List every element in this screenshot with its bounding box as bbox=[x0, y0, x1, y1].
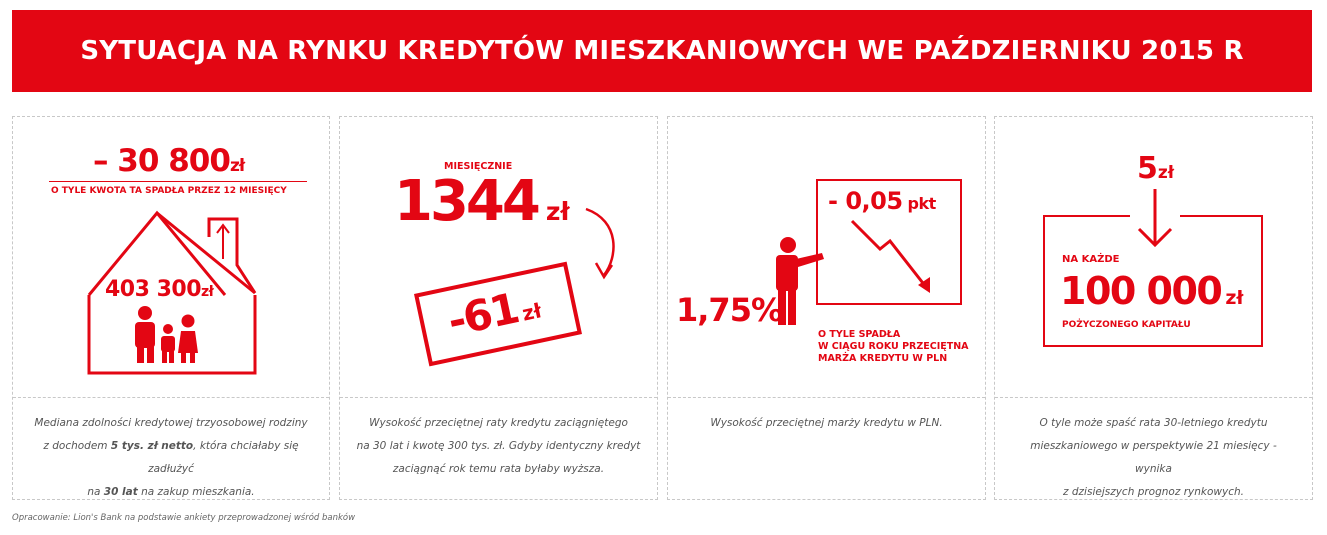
caption-line: Wysokość przeciętnej raty kredytu zaciąg… bbox=[369, 417, 628, 429]
house-unit: zł bbox=[201, 284, 214, 300]
panel-divider bbox=[340, 397, 657, 398]
top-value: 5zł bbox=[1137, 151, 1174, 186]
panel-caption: Wysokość przeciętnej raty kredytu zaciąg… bbox=[356, 412, 641, 481]
caption-text: z dochodem bbox=[43, 440, 111, 452]
arrow-down-icon bbox=[1130, 189, 1180, 248]
caption-line: Wysokość przeciętnej marży kredytu w PLN… bbox=[710, 417, 943, 429]
panel-caption: Wysokość przeciętnej marży kredytu w PLN… bbox=[684, 412, 969, 435]
panel-borrowing-capacity: – 30 800zł O TYLE KWOTA TA SPADŁA PRZEZ … bbox=[12, 116, 330, 500]
decrease-underline bbox=[49, 181, 307, 182]
panel-divider bbox=[995, 397, 1312, 398]
installment-number: 1344 bbox=[394, 169, 541, 234]
panel-divider bbox=[13, 397, 329, 398]
panel-installment: MIESIĘCZNIE 1344 zł -61zł Wysokość przeci… bbox=[339, 116, 658, 500]
caption-line: na 30 lat i kwotę 300 tys. zł. Gdyby ide… bbox=[356, 440, 641, 452]
trend-down-icon bbox=[776, 219, 930, 325]
panel-caption: O tyle może spaść rata 30-letniego kredy… bbox=[1011, 412, 1296, 504]
source-footnote: Opracowanie: Lion's Bank na podstawie an… bbox=[12, 513, 356, 523]
stamp-unit: zł bbox=[519, 298, 544, 326]
decrease-value: – 30 800zł bbox=[93, 143, 245, 179]
page-title: SYTUACJA NA RYNKU KREDYTÓW MIESZKANIOWYC… bbox=[80, 36, 1244, 66]
house-icon bbox=[87, 210, 257, 375]
decrease-number: – 30 800 bbox=[93, 143, 231, 179]
presenter-icon bbox=[776, 237, 824, 325]
board-value: - 0,05 pkt bbox=[828, 187, 936, 215]
family-icon bbox=[135, 306, 198, 363]
caption-text: na zakup mieszkania. bbox=[137, 486, 255, 498]
stamp-number: -61 bbox=[443, 283, 523, 346]
caption-line: zaciągnąć rok temu rata byłaby wyższa. bbox=[392, 463, 605, 475]
caption-line: z dzisiejszych prognoz rynkowych. bbox=[1063, 486, 1244, 498]
caption-text: na bbox=[87, 486, 104, 498]
top-unit: zł bbox=[1157, 163, 1175, 183]
margin-value: 1,75% bbox=[676, 291, 783, 329]
margin-label: O TYLE SPADŁA W CIĄGU ROKU PRZECIĘTNA MA… bbox=[818, 329, 969, 365]
panel-margin: - 0,05 pkt 1,75% O TYLE SPADŁA W CIĄGU RO… bbox=[667, 116, 986, 500]
margin-label-line: MARŻA KREDYTU W PLN bbox=[818, 353, 948, 364]
capital-sublabel: POŻYCZONEGO KAPITAŁU bbox=[1062, 320, 1191, 330]
caption-line: mieszkaniowego w perspektywie 21 miesięc… bbox=[1030, 440, 1277, 475]
arrow-up-icon bbox=[216, 223, 230, 259]
house-number: 403 300 bbox=[105, 277, 202, 302]
caption-emphasis: 5 tys. zł netto bbox=[110, 440, 194, 452]
margin-label-line: W CIĄGU ROKU PRZECIĘTNA bbox=[818, 341, 969, 352]
top-number: 5 bbox=[1137, 151, 1158, 186]
house-value: 403 300zł bbox=[105, 277, 214, 302]
panel-divider bbox=[668, 397, 985, 398]
caption-emphasis: 30 lat bbox=[103, 486, 138, 498]
stamp-value: -61zł bbox=[443, 279, 544, 346]
board-unit: pkt bbox=[907, 194, 937, 213]
capital-number: 100 000 bbox=[1060, 269, 1223, 313]
presentation-board bbox=[816, 179, 962, 305]
curved-arrow-icon bbox=[585, 207, 615, 280]
per-label: NA KAŻDE bbox=[1062, 254, 1120, 265]
monthly-label: MIESIĘCZNIE bbox=[444, 161, 513, 172]
board-number: - 0,05 bbox=[828, 187, 903, 215]
caption-text: , która chciałaby się zadłużyć bbox=[148, 440, 299, 475]
panel-forecast: 5zł NA KAŻDE 100 000 zł POŻYCZONEGO KAPIT… bbox=[994, 116, 1313, 500]
caption-line: Mediana zdolności kredytowej trzyosobowe… bbox=[34, 417, 308, 429]
decrease-subtitle: O TYLE KWOTA TA SPADŁA PRZEZ 12 MIESIĘCY bbox=[51, 186, 287, 196]
title-banner: SYTUACJA NA RYNKU KREDYTÓW MIESZKANIOWYC… bbox=[12, 10, 1312, 92]
decrease-unit: zł bbox=[229, 156, 245, 176]
caption-line: O tyle może spaść rata 30-letniego kredy… bbox=[1039, 417, 1268, 429]
capital-value: 100 000 zł bbox=[1060, 269, 1243, 313]
capital-unit: zł bbox=[1225, 287, 1244, 309]
panel-caption: Mediana zdolności kredytowej trzyosobowe… bbox=[29, 412, 313, 504]
installment-unit: zł bbox=[545, 197, 570, 226]
margin-label-line: O TYLE SPADŁA bbox=[818, 329, 901, 340]
installment-value: 1344 zł bbox=[394, 169, 570, 234]
